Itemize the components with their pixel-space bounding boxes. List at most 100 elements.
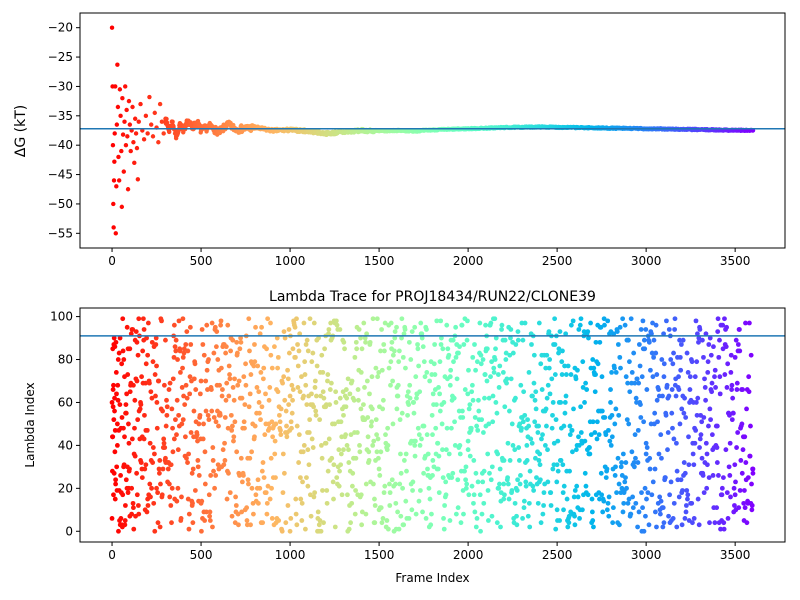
- lambda-point: [289, 382, 295, 388]
- lambda-point: [372, 520, 378, 526]
- lambda-point: [213, 419, 219, 425]
- lambda-point: [204, 322, 210, 328]
- lambda-point: [427, 496, 433, 502]
- lambda-point: [582, 400, 587, 405]
- lambda-point: [589, 509, 595, 515]
- lambda-point: [672, 316, 678, 322]
- lambda-point: [632, 380, 638, 386]
- lambda-point: [353, 339, 359, 345]
- lambda-point: [709, 432, 715, 438]
- lambda-point: [523, 479, 529, 485]
- lambda-point: [620, 451, 626, 457]
- lambda-point: [397, 417, 403, 423]
- lambda-point: [541, 490, 547, 496]
- x-tick-label: 2500: [542, 254, 573, 268]
- lambda-point: [401, 458, 407, 463]
- lambda-point: [183, 342, 189, 347]
- lambda-point: [149, 395, 155, 401]
- lambda-point: [261, 365, 267, 371]
- lambda-point: [425, 466, 430, 472]
- lambda-point: [372, 496, 377, 502]
- y-tick-label: −35: [48, 109, 73, 123]
- lambda-point: [111, 492, 116, 498]
- lambda-point: [285, 376, 291, 382]
- lambda-point: [321, 395, 327, 401]
- lambda-point: [575, 367, 580, 373]
- lambda-point: [710, 473, 716, 478]
- lambda-point: [673, 393, 679, 399]
- lambda-point: [366, 449, 372, 455]
- lambda-point: [539, 387, 545, 392]
- lambda-point: [150, 359, 156, 365]
- lambda-point: [245, 477, 251, 483]
- delta-g-point: [134, 145, 140, 151]
- lambda-point: [507, 352, 513, 358]
- lambda-point: [661, 361, 667, 367]
- lambda-point: [520, 337, 526, 343]
- lambda-point: [636, 509, 642, 515]
- lambda-point: [677, 421, 683, 427]
- lambda-point: [130, 500, 136, 506]
- lambda-point: [623, 374, 629, 380]
- lambda-point: [228, 412, 234, 418]
- lambda-point: [196, 421, 202, 427]
- lambda-point: [558, 458, 564, 463]
- lambda-point: [437, 359, 443, 365]
- lambda-point: [488, 374, 493, 380]
- lambda-point: [303, 342, 309, 347]
- lambda-point: [441, 400, 447, 405]
- lambda-point: [749, 503, 755, 508]
- lambda-point: [171, 322, 177, 328]
- lambda-point: [197, 412, 203, 418]
- lambda-point: [145, 503, 151, 508]
- lambda-point: [497, 481, 502, 487]
- lambda-point: [395, 382, 401, 388]
- lambda-point: [668, 357, 674, 362]
- lambda-point: [660, 393, 665, 399]
- lambda-point: [361, 320, 367, 326]
- lambda-point: [530, 483, 536, 489]
- lambda-point: [289, 410, 295, 416]
- lambda-point: [690, 520, 695, 526]
- lambda-point: [459, 322, 465, 328]
- lambda-point: [314, 393, 319, 399]
- lambda-point: [406, 402, 412, 408]
- lambda-point: [298, 475, 303, 480]
- lambda-point: [697, 445, 702, 450]
- lambda-point: [707, 520, 712, 526]
- delta-g-point: [115, 104, 121, 110]
- lambda-point: [578, 404, 584, 410]
- lambda-point: [692, 440, 698, 446]
- lambda-point: [220, 447, 226, 453]
- lambda-point: [315, 509, 321, 515]
- lambda-point: [481, 430, 486, 435]
- lambda-point: [354, 346, 360, 352]
- lambda-point: [117, 402, 123, 408]
- lambda-point: [568, 372, 574, 377]
- lambda-point: [186, 511, 192, 517]
- lambda-point: [247, 348, 252, 354]
- lambda-point: [669, 410, 675, 416]
- lambda-point: [572, 522, 578, 528]
- lambda-point: [631, 464, 637, 470]
- lambda-point: [599, 408, 605, 414]
- lambda-point: [129, 511, 135, 517]
- lambda-point: [337, 468, 342, 474]
- lambda-point: [632, 432, 638, 438]
- delta-g-point: [217, 130, 223, 136]
- lambda-point: [226, 470, 231, 476]
- lambda-point: [571, 494, 577, 500]
- lambda-point: [153, 342, 159, 347]
- lambda-point: [482, 372, 488, 377]
- lambda-point: [374, 432, 379, 438]
- delta-g-point: [141, 137, 147, 142]
- lambda-point: [456, 350, 461, 356]
- lambda-point: [536, 320, 542, 326]
- lambda-point: [698, 432, 704, 438]
- lambda-point: [131, 505, 136, 511]
- lambda-point: [238, 339, 244, 345]
- lambda-point: [337, 395, 343, 401]
- delta-g-point: [111, 225, 116, 230]
- lambda-point: [265, 483, 271, 489]
- x-tick-label: 0: [108, 254, 116, 268]
